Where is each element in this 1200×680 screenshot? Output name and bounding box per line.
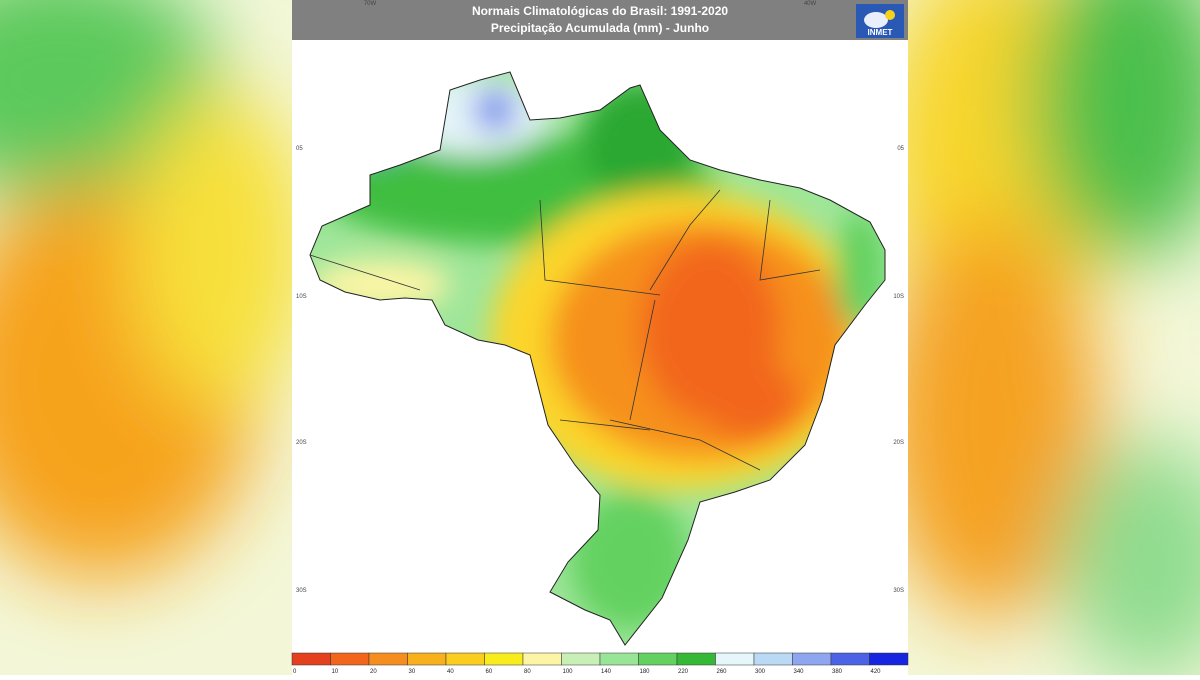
legend-label: 0 — [293, 669, 297, 675]
legend-label: 20 — [370, 669, 377, 675]
legend-swatch — [291, 652, 331, 666]
precip-zone — [700, 360, 800, 440]
lat-label: 30S — [296, 588, 307, 594]
legend-label: 40 — [447, 669, 454, 675]
legend-label: 140 — [601, 669, 612, 675]
blur-blob — [1060, 440, 1200, 680]
lat-label: 30S — [893, 588, 904, 594]
legend-label: 30 — [409, 669, 416, 675]
lat-label: 20S — [296, 440, 307, 446]
map-subtitle: Precipitação Acumulada (mm) - Junho — [491, 21, 709, 35]
legend-swatch — [368, 652, 408, 666]
legend-swatch — [561, 652, 601, 666]
lat-label: 10S — [296, 294, 307, 300]
legend-label: 60 — [486, 669, 493, 675]
legend-swatch — [407, 652, 447, 666]
lat-label: 20S — [893, 440, 904, 446]
legend-label: 80 — [524, 669, 531, 675]
header-band — [292, 0, 908, 40]
legend-label: 420 — [871, 669, 882, 675]
legend-swatch — [522, 652, 562, 666]
legend-label: 340 — [794, 669, 805, 675]
legend-label: 180 — [640, 669, 651, 675]
legend-label: 100 — [563, 669, 574, 675]
blur-blob — [880, 220, 1100, 620]
blur-blob — [130, 90, 310, 410]
brazil-outline — [309, 71, 886, 646]
legend-swatch — [676, 652, 716, 666]
lon-label: 40W — [804, 1, 817, 7]
legend-swatch — [869, 652, 909, 666]
legend-swatch — [599, 652, 639, 666]
legend-swatch — [330, 652, 370, 666]
lon-label: 70W — [364, 1, 377, 7]
legend-label: 380 — [832, 669, 843, 675]
legend-swatch — [484, 652, 524, 666]
legend-label: 260 — [717, 669, 728, 675]
logo-cloud — [864, 12, 888, 28]
legend-swatch — [638, 652, 678, 666]
legend-label: 10 — [332, 669, 339, 675]
precip-zone — [473, 88, 517, 132]
legend-swatch — [715, 652, 755, 666]
legend: 0 10 20 30 40 60 80 100 140 180 220 260 300 340 380 420 — [291, 652, 909, 675]
legend-label: 300 — [755, 669, 766, 675]
legend-swatch — [830, 652, 870, 666]
logo-text: INMET — [868, 28, 893, 37]
legend-swatch — [753, 652, 793, 666]
map-title: Normais Climatológicas do Brasil: 1991-2… — [472, 4, 728, 18]
blur-blob — [1030, 0, 1200, 260]
legend-swatch — [792, 652, 832, 666]
state-borders — [309, 189, 821, 471]
lat-label: 05 — [296, 146, 303, 152]
lat-label: 10S — [893, 294, 904, 300]
precip-zone — [570, 490, 690, 630]
lat-label: 05 — [897, 146, 904, 152]
legend-label: 220 — [678, 669, 689, 675]
legend-swatch — [445, 652, 485, 666]
logo-sun — [885, 10, 895, 20]
